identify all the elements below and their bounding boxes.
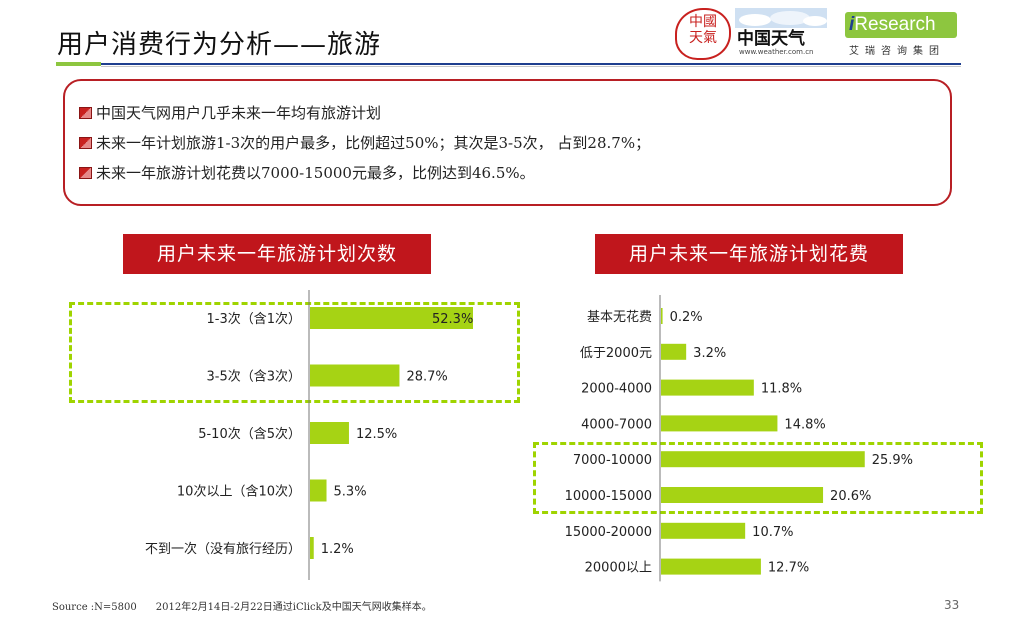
bar [661,522,746,539]
title-rule [101,63,961,65]
page-number: 33 [944,598,960,612]
spending-bar-chart: 基本无花费 0.2% 低于2000元 3.2% 2000-4000 11.8% 4000-7… [565,295,913,582]
bar [661,415,778,432]
bar [661,308,663,324]
bar [310,422,349,444]
summary-bullet: 中国天气网用户几乎未来一年均有旅游计划 [79,102,381,128]
title-rule-shadow [101,66,961,67]
highlight-box-spending [533,442,983,514]
data-label: 10.7% [752,525,793,540]
iresearch-i: i [849,14,855,35]
iresearch-cn-name: 艾瑞咨询集团 [849,46,945,57]
category-label: 2000-4000 [581,382,652,397]
source-note: Source :N=5800 2012年2月14日-2月22日通过iClick及… [52,602,432,613]
bullet-icon [79,107,92,119]
data-label: 0.2% [670,310,703,325]
bullet-icon [79,137,92,149]
bar [310,307,474,329]
weather-logo: 中國天氣 中国天气 www.weather.com.cn [675,6,830,62]
data-label: 14.8% [784,417,825,432]
iresearch-badge: iResearch [845,12,957,38]
weather-seal-text: 中國天氣 [689,14,717,46]
category-label: 1-3次（含1次） [206,311,301,327]
data-label: 52.3% [432,312,473,327]
summary-bullet-text: 未来一年计划旅游1-3次的用户最多，比例超过50%；其次是3-5次， 占到28.… [96,134,651,152]
summary-bullet-text: 未来一年旅游计划花费以7000-15000元最多，比例达到46.5%。 [96,164,535,182]
iresearch-wordmark: iResearch [849,14,936,36]
bar [310,364,400,387]
data-label: 20.6% [830,489,871,504]
category-label: 低于2000元 [580,346,652,361]
weather-url: www.weather.com.cn [739,48,814,56]
data-label: 1.2% [321,542,354,557]
bar [661,379,754,396]
chart-title-frequency: 用户未来一年旅游计划次数 [123,234,431,274]
weather-seal-icon: 中國天氣 [675,8,731,60]
bar [310,537,314,559]
summary-bullet: 未来一年计划旅游1-3次的用户最多，比例超过50%；其次是3-5次， 占到28.… [79,132,650,158]
frequency-bar-chart: 1-3次（含1次） 52.3% 3-5次（含3次） 28.7% 5-10次（含5次） 12… [145,290,474,580]
summary-bullet-text: 中国天气网用户几乎未来一年均有旅游计划 [96,104,382,122]
data-label: 3.2% [693,346,726,361]
bullet-icon [79,167,92,179]
category-label: 10000-15000 [565,489,652,504]
category-label: 基本无花费 [587,309,652,325]
iresearch-logo: iResearch 艾瑞咨询集团 [845,12,960,60]
category-label: 5-10次（含5次） [198,426,301,442]
category-label: 3-5次（含3次） [206,369,301,385]
title-rule-accent [56,62,101,66]
data-label: 5.3% [334,485,367,500]
category-label: 不到一次（没有旅行经历） [145,541,301,557]
summary-bullet: 未来一年旅游计划花费以7000-15000元最多，比例达到46.5%。 [79,162,535,188]
bar [661,487,824,503]
summary-box: 中国天气网用户几乎未来一年均有旅游计划 未来一年计划旅游1-3次的用户最多，比例… [63,79,952,206]
category-label: 20000以上 [585,561,652,576]
bar [310,479,327,502]
bar [661,451,865,468]
data-label: 11.8% [761,382,802,397]
data-label: 12.7% [768,561,809,576]
category-label: 15000-20000 [565,525,652,540]
category-label: 4000-7000 [581,417,652,432]
category-label: 7000-10000 [573,453,652,468]
clouds-icon [735,8,827,28]
highlight-box-frequency [69,302,520,403]
iresearch-word: Research [854,14,936,35]
category-label: 10次以上（含10次） [177,484,301,500]
data-label: 12.5% [356,427,397,442]
bar [661,343,687,360]
bar [661,558,761,575]
chart-title-spending: 用户未来一年旅游计划花费 [595,234,903,274]
data-label: 25.9% [872,453,913,468]
weather-brand-name: 中国天气 [737,29,805,49]
page-title: 用户消费行为分析——旅游 [57,30,382,60]
data-label: 28.7% [406,370,447,385]
